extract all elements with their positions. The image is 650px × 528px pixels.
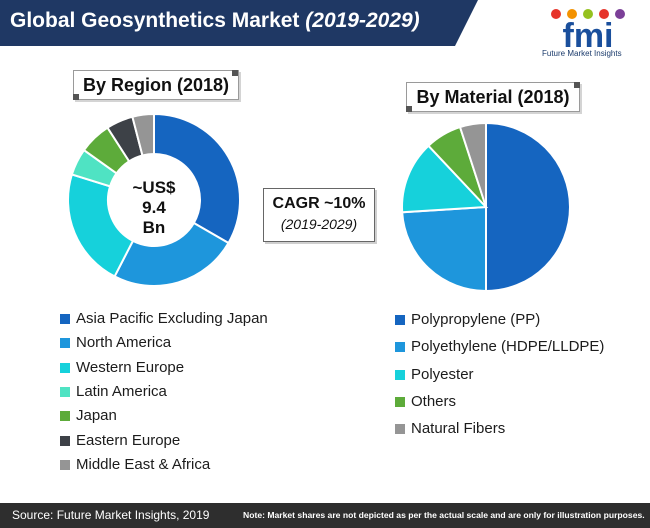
- legend-swatch: [395, 396, 405, 407]
- legend-swatch: [395, 424, 405, 435]
- material-chart-title-box: By Material (2018): [406, 82, 580, 112]
- legend-label: Japan: [76, 407, 117, 425]
- legend-label: Latin America: [76, 382, 167, 400]
- center-label-line: Bn: [142, 218, 166, 237]
- legend-label: Eastern Europe: [76, 431, 181, 449]
- material-chart-title: By Material (2018): [416, 87, 570, 107]
- title-corner-mark: [574, 82, 580, 88]
- logo-dot: [567, 9, 577, 19]
- legend-label: Western Europe: [76, 358, 185, 376]
- footer-source: Source: Future Market Insights, 2019: [12, 508, 210, 522]
- pie-slice-polyethylene-hdpe-lldpe: [401, 205, 487, 293]
- legend-swatch: [395, 342, 405, 353]
- legend-swatch: [60, 314, 70, 324]
- pie-slice-polypropylene-pp: [485, 121, 571, 293]
- pie-slice-natural-fibers: [458, 121, 487, 208]
- cagr-label: CAGR ~10%: [272, 195, 366, 212]
- material-legend: Polypropylene (PP) Polyethylene (HDPE/LLD…: [393, 311, 633, 451]
- legend-label: Middle East & Africa: [76, 455, 211, 473]
- legend-label: Natural Fibers: [411, 420, 506, 438]
- region-chart-title: By Region (2018): [82, 75, 230, 95]
- legend-label: Polypropylene (PP): [411, 311, 541, 328]
- pie-slice-polyester: [401, 144, 489, 214]
- page-title: Global Geosynthetics Market (2019-2029): [10, 9, 420, 33]
- legend-swatch: [395, 315, 405, 325]
- title-years: (2019-2029): [305, 9, 420, 32]
- legend-label: Polyethylene (HDPE/LLDPE): [411, 338, 605, 356]
- legend-swatch: [60, 411, 70, 422]
- title-corner-mark: [232, 70, 238, 76]
- legend-label: Polyester: [411, 365, 474, 383]
- pie-slice-asia-pacific-excluding-japan: [153, 112, 241, 245]
- logo-dot: [615, 9, 625, 19]
- legend-swatch: [60, 338, 70, 349]
- legend-label: Others: [411, 392, 457, 410]
- cagr-period: (2019-2029): [280, 216, 358, 232]
- cagr-box: CAGR ~10% (2019-2029): [263, 188, 375, 242]
- fmi-logo: fmi: [551, 9, 625, 55]
- charts-canvas: [67, 112, 571, 293]
- title-main: Global Geosynthetics Market: [10, 9, 300, 32]
- title-corner-mark: [73, 94, 79, 100]
- header-banner: [0, 0, 478, 46]
- donut-center-label: ~US$ 9.4 Bn: [110, 178, 198, 238]
- footer-note: Note: Market shares are not depicted as …: [243, 510, 645, 520]
- legend-swatch: [60, 386, 70, 397]
- legend-swatch: [60, 459, 70, 470]
- legend-label: North America: [76, 334, 172, 352]
- region-legend: Asia Pacific Excluding Japan North Americ…: [58, 310, 278, 480]
- legend-swatch: [395, 369, 405, 380]
- legend-swatch: [60, 435, 70, 446]
- logo-letters: fmi: [563, 17, 614, 55]
- footer-bar: Source: Future Market Insights, 2019 Not…: [0, 503, 650, 528]
- logo-dot: [583, 9, 593, 19]
- material-pie-chart: [401, 121, 571, 293]
- legend-swatch: [60, 362, 70, 373]
- logo-dot: [551, 9, 561, 19]
- legend-label: Asia Pacific Excluding Japan: [76, 310, 268, 327]
- region-donut-chart: [67, 112, 241, 287]
- center-label-line: 9.4: [142, 198, 166, 217]
- center-label-line: ~US$: [132, 178, 176, 197]
- logo-tagline: Future Market Insights: [542, 49, 622, 58]
- logo-dot: [599, 9, 609, 19]
- pie-slice-middle-east-africa: [131, 112, 155, 157]
- title-corner-mark: [406, 106, 412, 112]
- region-chart-title-box: By Region (2018): [73, 70, 239, 100]
